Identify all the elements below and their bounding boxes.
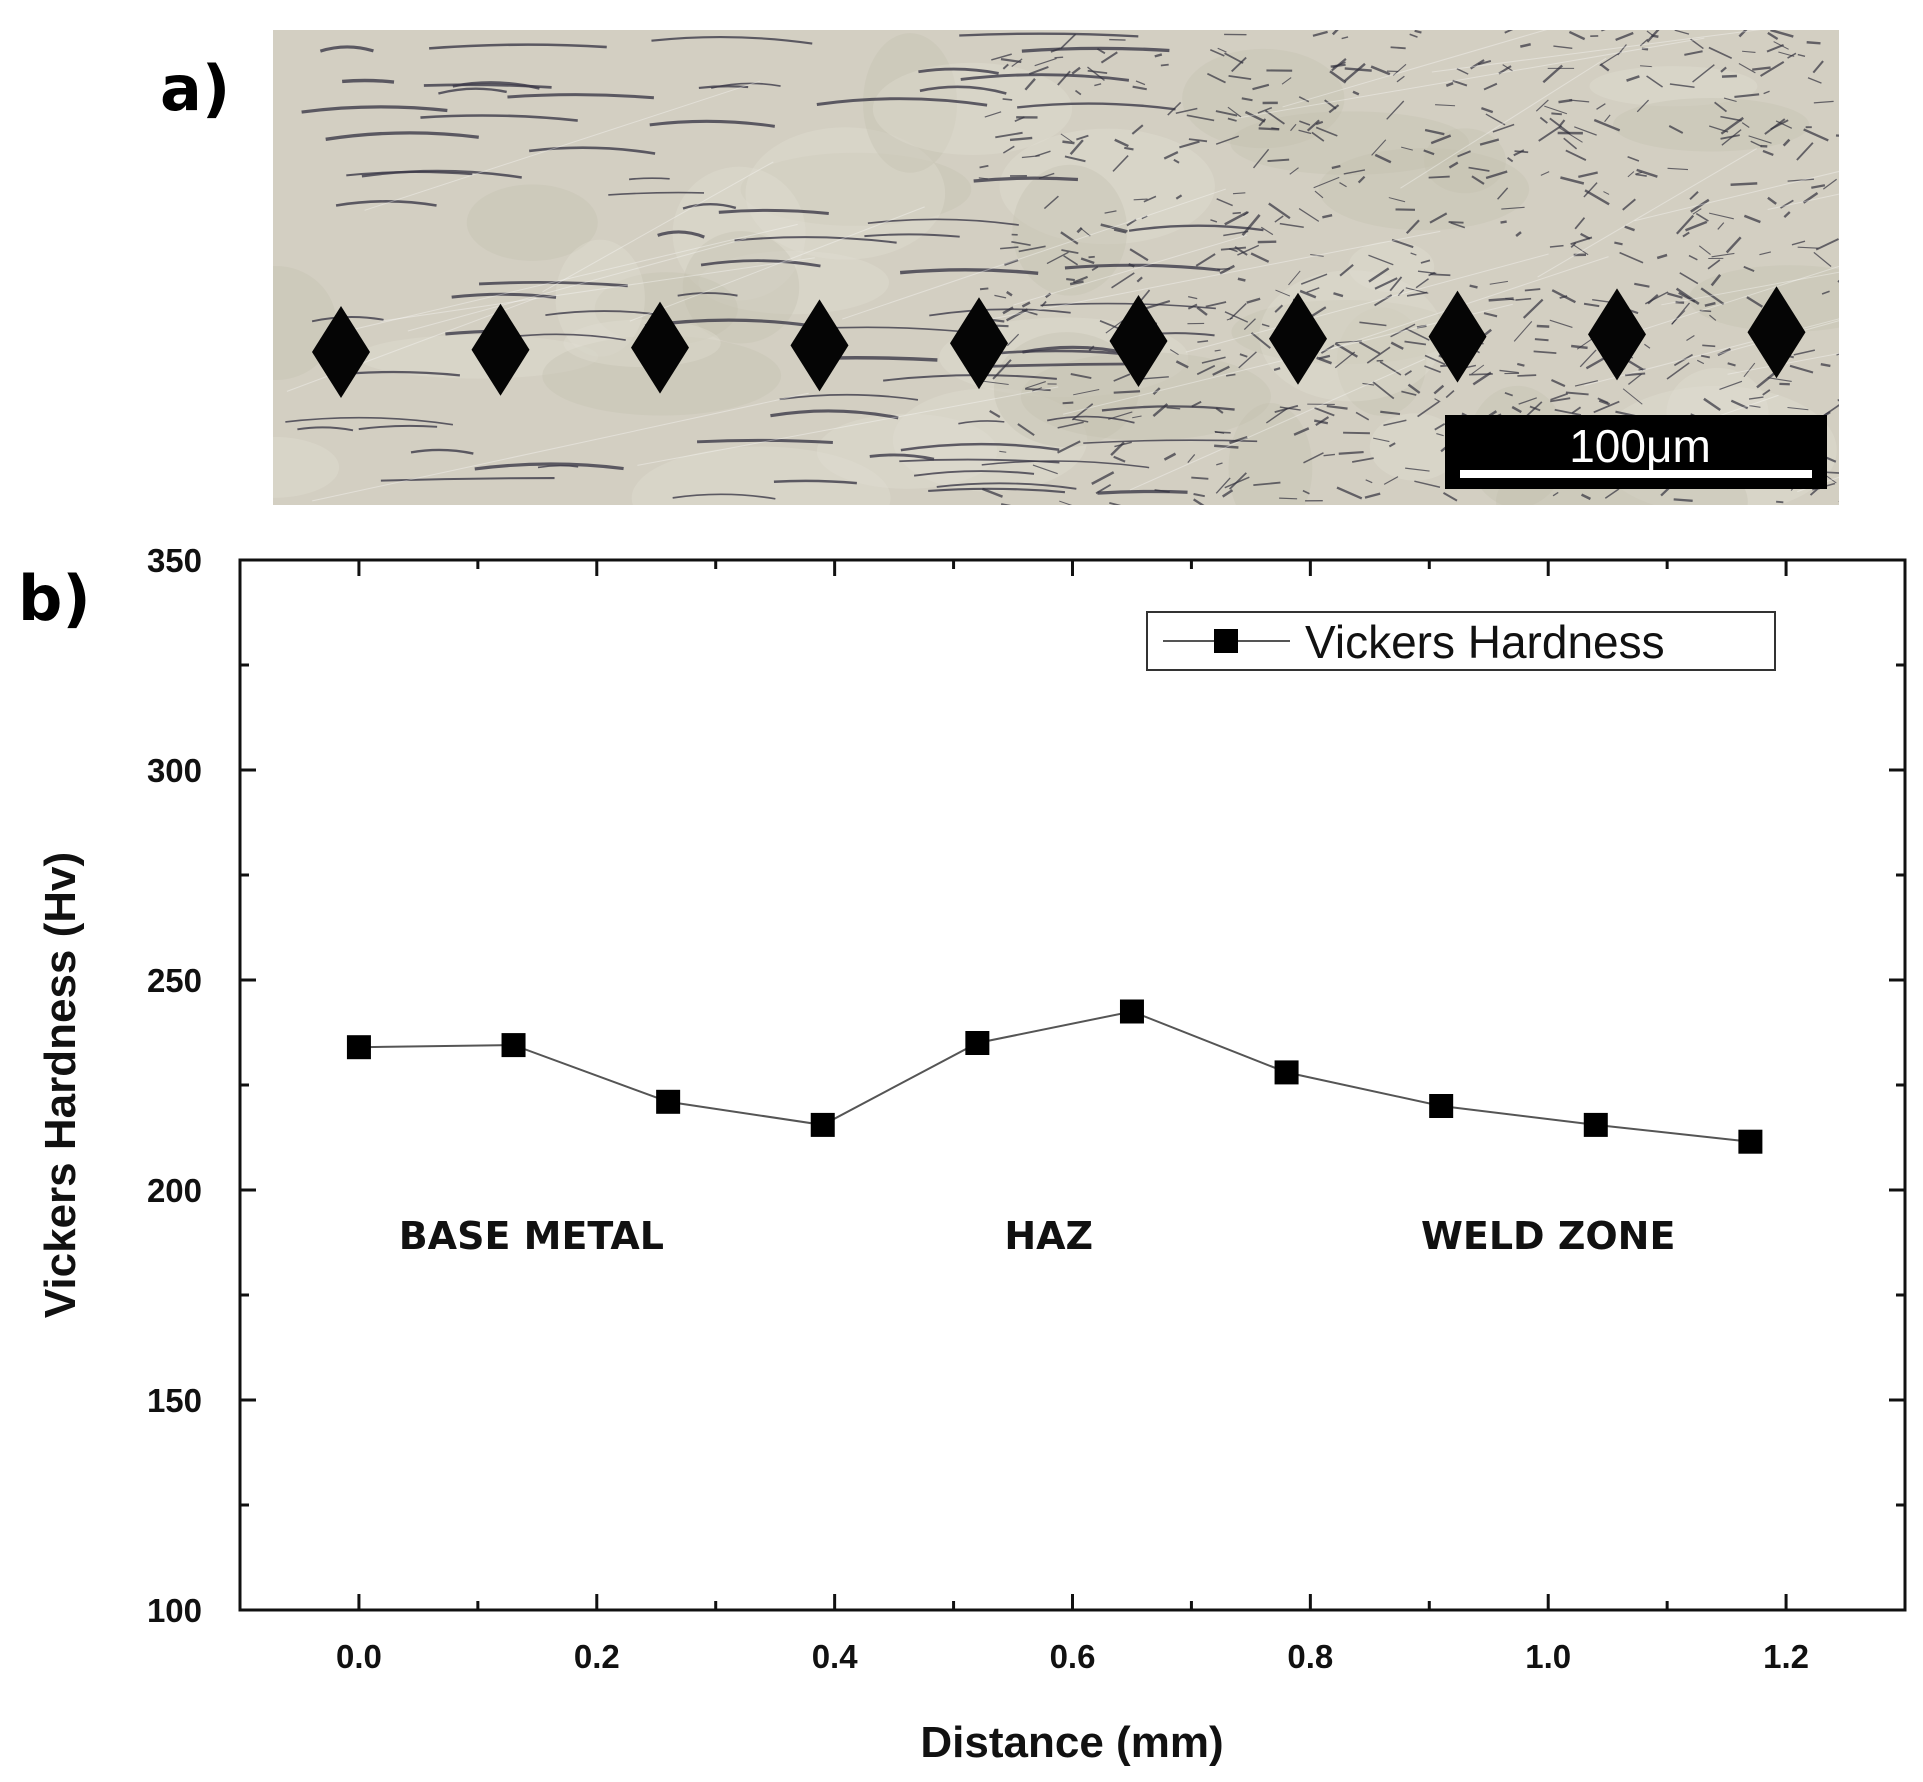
- x-tick-label: 0.8: [1287, 1638, 1333, 1675]
- hardness-indent: [1747, 286, 1806, 379]
- y-tick-label: 200: [147, 1172, 202, 1209]
- region-label: HAZ: [1004, 1214, 1093, 1258]
- x-tick-label: 0.4: [812, 1638, 859, 1675]
- panel-label-a: a): [160, 52, 230, 125]
- data-point: [965, 1031, 990, 1055]
- data-point: [346, 1035, 371, 1060]
- hardness-chart: 0.0 0.2 0.4 0.6 0.8 1.0 1.2 100 150 200 250 300 350…: [36, 542, 1907, 1767]
- series-line: [358, 1010, 1751, 1143]
- y-tick-label: 100: [147, 1592, 202, 1629]
- data-point: [1738, 1129, 1763, 1154]
- hardness-indent: [950, 297, 1008, 390]
- legend-marker: [1214, 629, 1238, 653]
- hardness-indent: [1109, 295, 1168, 387]
- plot-frame: [238, 558, 1907, 1612]
- panel-label-b: b): [18, 562, 91, 635]
- y-axis-title: Vickers Hardness (Hv): [36, 852, 85, 1318]
- data-point: [1274, 1060, 1299, 1085]
- x-tick-label: 1.0: [1525, 1638, 1571, 1675]
- hardness-indent: [1588, 288, 1646, 381]
- x-tick-label: 0.6: [1050, 1638, 1096, 1675]
- indent-row: [312, 286, 1806, 398]
- data-point: [501, 1033, 526, 1058]
- y-tick-label: 250: [147, 962, 202, 999]
- region-label: BASE METAL: [399, 1214, 664, 1258]
- y-tick-label: 350: [147, 542, 202, 579]
- data-point: [656, 1089, 681, 1114]
- x-tick-label: 1.2: [1763, 1638, 1809, 1675]
- x-tick-label: 0.0: [336, 1638, 382, 1675]
- y-tick-label: 150: [147, 1382, 202, 1419]
- hardness-indent: [1269, 292, 1327, 385]
- hardness-indent: [1428, 290, 1487, 383]
- scale-bar: 100μm: [1445, 415, 1827, 489]
- x-tick-label: 0.2: [574, 1638, 620, 1675]
- hardness-indent: [471, 303, 530, 396]
- data-point: [810, 1112, 835, 1137]
- x-axis-title: Distance (mm): [920, 1718, 1223, 1767]
- hardness-indent: [631, 301, 689, 394]
- scale-bar-label: 100μm: [1569, 420, 1711, 472]
- hardness-indent: [790, 299, 849, 392]
- data-point: [1583, 1112, 1608, 1137]
- y-tick-label: 300: [147, 752, 202, 789]
- legend-label: Vickers Hardness: [1305, 616, 1665, 668]
- region-label: WELD ZONE: [1421, 1214, 1675, 1258]
- data-point: [1119, 999, 1144, 1024]
- micrograph: 100μm: [273, 30, 1839, 505]
- legend: Vickers Hardness: [1146, 611, 1776, 671]
- hardness-indent: [312, 306, 370, 398]
- data-point: [1429, 1094, 1454, 1118]
